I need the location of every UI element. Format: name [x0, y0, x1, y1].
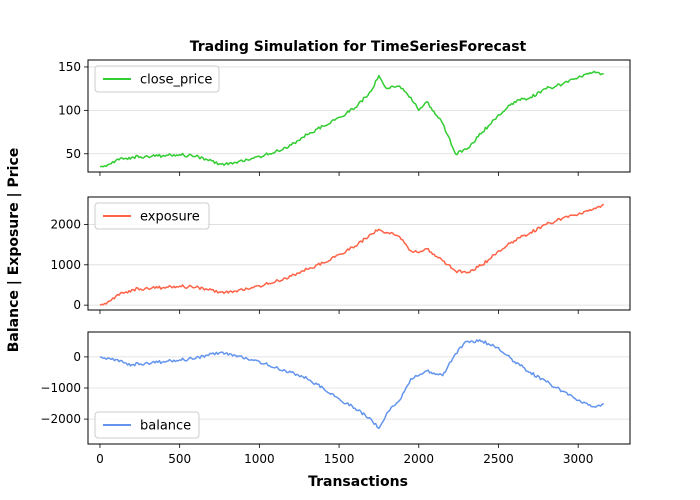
axes-frame: [87, 59, 631, 173]
y-axis-label: Balance | Exposure | Price: [6, 148, 22, 353]
chart-title: Trading Simulation for TimeSeriesForecas…: [190, 39, 527, 55]
y-tick-label: 1000: [50, 258, 81, 272]
panel-exposure: 0 1000 2000 exposure: [50, 196, 631, 314]
y-tick-label: 0: [73, 298, 81, 312]
y-tick-label: 0: [73, 350, 81, 364]
x-tick-label: 2000: [404, 452, 435, 466]
axes-frame: [87, 331, 631, 445]
series-line-balance: [99, 339, 605, 430]
y-tick-label: −2000: [40, 412, 81, 426]
y-tick-label: 100: [58, 103, 81, 117]
y-tick-label: 50: [66, 147, 81, 161]
legend-label: exposure: [140, 210, 200, 225]
panel-close_price: 50 100 150 close_price: [58, 59, 631, 176]
legend-label: close_price: [140, 73, 212, 88]
x-axis-label: Transactions: [308, 474, 408, 490]
legend-exposure: exposure: [94, 202, 210, 230]
legend-box: [94, 411, 200, 439]
axes-frame: [87, 196, 631, 311]
legend-close_price: close_price: [94, 65, 220, 93]
legend-box: [94, 65, 220, 93]
x-tick-label: 0: [96, 452, 104, 466]
series-line-close_price: [99, 70, 604, 168]
x-tick-label: 2500: [483, 452, 514, 466]
legend-balance: balance: [94, 411, 200, 439]
x-tick-label: 1500: [324, 452, 355, 466]
x-tick-label: 500: [168, 452, 191, 466]
series-line-exposure: [99, 203, 605, 306]
legend-label: balance: [140, 419, 191, 434]
y-tick-label: −1000: [40, 381, 81, 395]
legend-box: [94, 202, 210, 230]
x-tick-label: 1000: [244, 452, 275, 466]
x-tick-label: 3000: [563, 452, 594, 466]
panel-balance: −2000 −1000 0 balance 0 500 1000 1500 2000 2500 30…: [40, 331, 631, 466]
y-tick-label: 2000: [50, 217, 81, 231]
y-tick-label: 150: [58, 60, 81, 74]
